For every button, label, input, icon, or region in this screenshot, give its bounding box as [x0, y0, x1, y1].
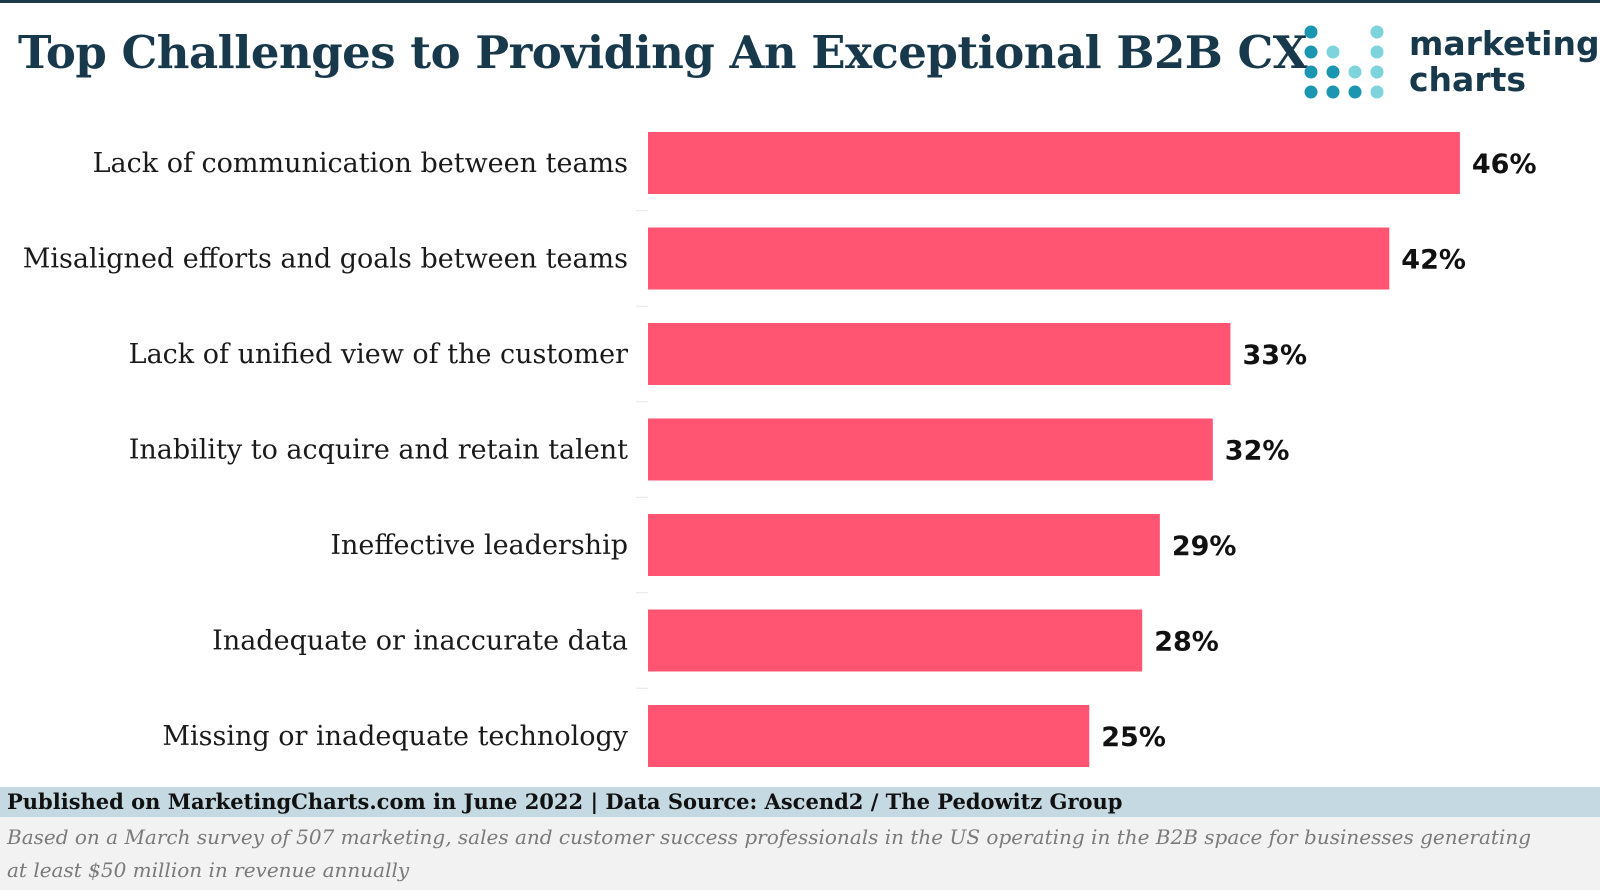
- logo-dot: [1370, 45, 1384, 59]
- logo-dot: [1304, 85, 1318, 99]
- bar-row: Inability to acquire and retain talent 32…: [129, 418, 1290, 498]
- bar-row: Misaligned efforts and goals between tea…: [23, 227, 1466, 307]
- bar-row: Lack of communication between teams 46%: [93, 132, 1537, 212]
- logo-wordmark: marketing charts: [1409, 26, 1600, 98]
- logo-dot: [1370, 25, 1384, 39]
- category-label: Lack of communication between teams: [93, 148, 628, 179]
- bar: [648, 705, 1090, 767]
- logo-dot: [1348, 85, 1362, 99]
- bar: [648, 514, 1160, 576]
- logo-line-2: charts: [1409, 60, 1527, 99]
- survey-note-band: Based on a March survey of 507 marketing…: [0, 817, 1600, 890]
- logo-dot: [1326, 45, 1340, 59]
- category-label: Misaligned efforts and goals between tea…: [23, 244, 628, 275]
- value-label: 32%: [1225, 436, 1290, 467]
- bar-row: Missing or inadequate technology 25%: [162, 705, 1166, 767]
- logo-dot: [1304, 65, 1318, 79]
- value-label: 25%: [1101, 722, 1166, 753]
- value-label: 42%: [1401, 245, 1466, 276]
- bar: [648, 609, 1143, 672]
- bar-row: Ineffective leadership 29%: [330, 514, 1237, 594]
- value-label: 46%: [1472, 149, 1537, 180]
- logo-dot: [1348, 65, 1362, 79]
- category-label: Missing or inadequate technology: [162, 721, 628, 752]
- bar: [648, 132, 1460, 194]
- bar-chart: Lack of communication between teams 46% Mi…: [23, 132, 1537, 767]
- category-label: Lack of unified view of the customer: [129, 339, 628, 370]
- category-label: Inadequate or inaccurate data: [212, 626, 628, 657]
- bar-row: Inadequate or inaccurate data 28%: [212, 609, 1219, 689]
- value-label: 33%: [1242, 340, 1307, 371]
- logo-dot: [1370, 65, 1384, 79]
- logo-dot: [1304, 45, 1318, 59]
- bar: [648, 227, 1390, 290]
- bar: [648, 418, 1213, 481]
- logo-dot: [1326, 65, 1340, 79]
- logo-dot: [1326, 85, 1340, 99]
- published-source-line: Published on MarketingCharts.com in June…: [7, 789, 1123, 814]
- logo-dot: [1304, 25, 1318, 39]
- logo-line-1: marketing: [1409, 24, 1600, 63]
- bar-row: Lack of unified view of the customer 33%: [129, 323, 1307, 403]
- category-label: Ineffective leadership: [330, 530, 628, 561]
- top-rule: [0, 0, 1600, 3]
- source-band: Published on MarketingCharts.com in June…: [0, 787, 1600, 817]
- bar: [648, 323, 1231, 385]
- logo-dot: [1370, 85, 1384, 99]
- value-label: 28%: [1154, 627, 1219, 658]
- survey-note: Based on a March survey of 507 marketing…: [7, 825, 1532, 882]
- category-label: Inability to acquire and retain talent: [129, 435, 628, 466]
- marketingcharts-logo: marketing charts: [1303, 24, 1600, 104]
- chart-title: Top Challenges to Providing An Exception…: [18, 26, 1308, 79]
- logo-dots-icon: [1304, 25, 1384, 99]
- value-label: 29%: [1172, 531, 1237, 562]
